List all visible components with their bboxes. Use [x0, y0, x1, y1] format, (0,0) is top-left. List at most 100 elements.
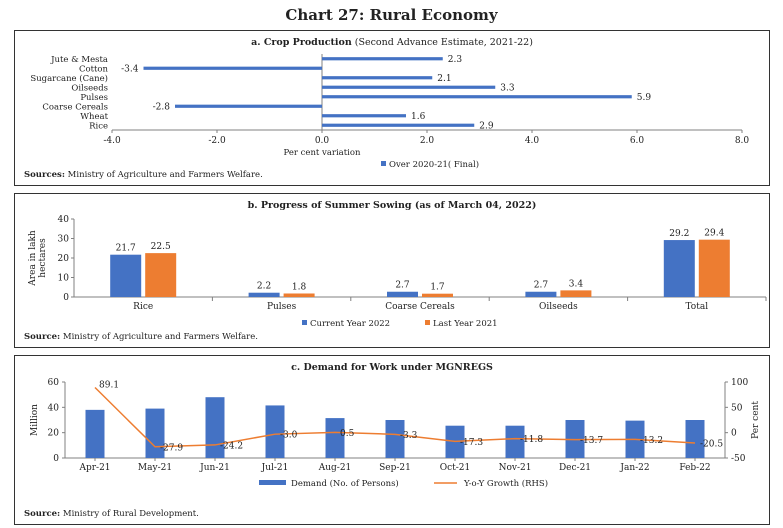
panel-b-source: Source: Ministry of Agriculture and Farm… — [24, 332, 258, 342]
category-label: Rice — [133, 302, 153, 312]
bar-last-pulses — [283, 293, 315, 297]
x-axis-title: Per cent variation — [284, 148, 361, 158]
x-tick-label: 8.0 — [735, 136, 750, 146]
data-label: 5.9 — [637, 93, 652, 103]
category-label: Coarse Cereals — [385, 302, 455, 312]
category-label: Wheat — [80, 112, 108, 122]
category-label: Feb-22 — [679, 463, 710, 473]
category-label: Aug-21 — [318, 463, 352, 473]
bar-demand-may-21 — [145, 408, 165, 458]
x-tick-label: 6.0 — [630, 136, 645, 146]
y-tick-label: 0 — [53, 454, 59, 464]
y-tick-label: 10 — [58, 274, 70, 284]
data-label: 2.7 — [534, 281, 549, 291]
data-label: 21.7 — [116, 244, 136, 254]
growth-data-label: -20.5 — [700, 440, 723, 450]
legend-label-last: Last Year 2021 — [433, 319, 498, 329]
category-label: Jute & Mesta — [50, 55, 108, 65]
category-label: Dec-21 — [559, 463, 591, 473]
data-label: 2.3 — [448, 55, 463, 65]
data-label: 1.7 — [430, 283, 445, 293]
data-label: 29.4 — [704, 229, 724, 239]
category-label: Coarse Cereals — [42, 102, 108, 112]
y2-axis-title: Per cent — [751, 401, 761, 439]
growth-data-label: -17.3 — [460, 438, 483, 448]
legend-swatch-current — [302, 320, 307, 325]
data-label: 1.8 — [292, 282, 307, 292]
category-label: Total — [686, 302, 709, 312]
bar-current-pulses — [248, 292, 280, 297]
bar-rice — [322, 123, 475, 127]
y-tick-label: 40 — [58, 215, 70, 225]
bar-last-rice — [145, 253, 177, 297]
category-label: Rice — [89, 121, 108, 131]
mgnregs-demand-chart: 0 20 40 60 -50 0 50 100 Million Per cent Apr-21 May… — [30, 378, 761, 489]
y2-tick-label: 50 — [731, 403, 743, 413]
growth-data-label: -3.0 — [280, 431, 298, 441]
bar-wheat — [322, 114, 406, 118]
x-tick-label: 2.0 — [420, 136, 435, 146]
y-tick-label: 60 — [48, 378, 60, 388]
category-label: Jul-21 — [261, 463, 289, 473]
category-label: Cotton — [79, 64, 109, 74]
y-tick-label: 0 — [63, 293, 69, 303]
y-axis-title: Area in lakhhectares — [28, 230, 48, 287]
data-label: -2.8 — [153, 102, 171, 112]
y2-tick-label: 0 — [731, 429, 737, 439]
category-label: May-21 — [138, 463, 172, 473]
bar-last-total — [698, 239, 730, 297]
panel-summer-sowing: b. Progress of Summer Sowing (as of Marc… — [14, 193, 770, 348]
panel-a-title: a. Crop Production (Second Advance Estim… — [251, 37, 533, 48]
category-label: Pulses — [267, 302, 297, 312]
bar-sugarcane-cane- — [322, 76, 433, 80]
panel-c-title: c. Demand for Work under MGNREGS — [291, 362, 493, 373]
summer-sowing-chart: 0 10 20 30 40 Area in lakhhectares Rice 21.7 22.… — [28, 215, 767, 329]
legend-swatch — [381, 161, 386, 166]
growth-data-label: -13.2 — [640, 436, 663, 446]
x-tick-label: -2.0 — [208, 136, 226, 146]
data-label: 2.1 — [437, 74, 451, 84]
y-tick-label: 20 — [48, 429, 60, 439]
bar-jute-mesta — [322, 57, 443, 61]
bar-last-coarse-cereals — [422, 293, 453, 297]
growth-data-label: 0.5 — [340, 429, 355, 439]
growth-data-label: -13.7 — [580, 436, 603, 446]
growth-data-label: 89.1 — [99, 381, 119, 391]
data-label: 3.4 — [569, 279, 584, 289]
panel-crop-production: a. Crop Production (Second Advance Estim… — [14, 30, 770, 186]
category-label: Sugarcane (Cane) — [30, 73, 108, 84]
x-tick-label: -4.0 — [103, 136, 121, 146]
bar-cotton — [143, 66, 322, 70]
growth-data-label: -11.8 — [520, 435, 543, 445]
y-tick-label: 20 — [58, 254, 70, 264]
data-label: 1.6 — [411, 112, 426, 122]
legend-label-growth: Y-o-Y Growth (RHS) — [463, 478, 548, 489]
legend-label: Over 2020-21( Final) — [389, 159, 479, 170]
legend-label-demand: Demand (No. of Persons) — [291, 478, 399, 489]
y-tick-label: 40 — [48, 403, 60, 413]
category-label: Nov-21 — [499, 463, 532, 473]
bar-oilseeds — [322, 85, 496, 89]
bar-demand-aug-21 — [325, 418, 345, 458]
legend-label-current: Current Year 2022 — [310, 319, 390, 329]
category-label: Jun-21 — [199, 463, 230, 473]
data-label: 2.2 — [257, 282, 271, 292]
y2-tick-label: -50 — [731, 454, 746, 464]
bar-demand-nov-21 — [505, 425, 525, 458]
growth-line — [94, 386, 696, 448]
bar-demand-apr-21 — [85, 409, 105, 458]
category-label: Oilseeds — [71, 83, 108, 93]
bar-coarse-cereals — [175, 104, 322, 108]
category-label: Sep-21 — [379, 463, 411, 473]
y-tick-label: 30 — [58, 235, 70, 245]
x-tick-label: 4.0 — [525, 136, 540, 146]
growth-data-label: -3.3 — [400, 431, 418, 441]
crop-production-chart: -4.0 -2.0 0.0 2.0 4.0 6.0 8.0 Jute & Mesta 2.3 Co… — [30, 54, 750, 170]
bar-demand-feb-22 — [685, 420, 705, 458]
legend-swatch-demand — [259, 480, 286, 485]
bar-demand-jul-21 — [265, 405, 285, 458]
panel-a-source: Sources: Ministry of Agriculture and Far… — [24, 170, 263, 180]
panel-mgnregs-demand: c. Demand for Work under MGNREGS 0 20 40 60… — [14, 355, 770, 525]
bar-demand-jun-21 — [205, 397, 225, 458]
growth-data-label: -24.2 — [220, 441, 243, 451]
